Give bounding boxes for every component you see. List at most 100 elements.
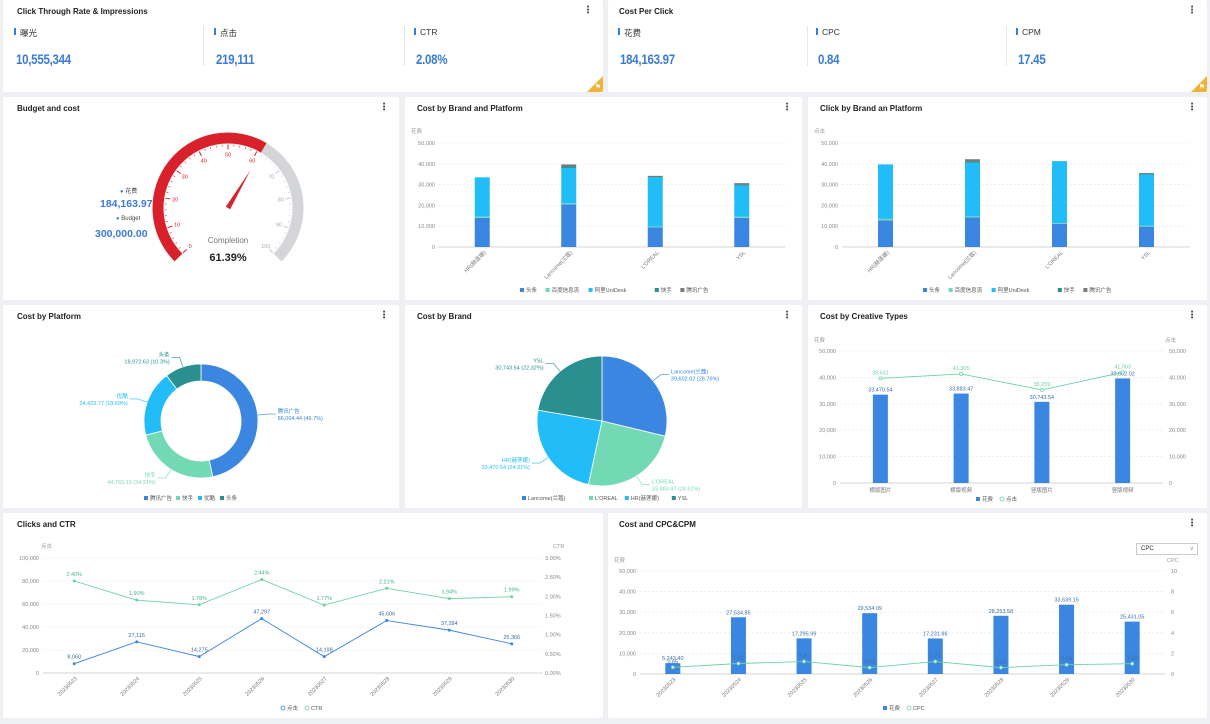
gauge-tick-label: 0 bbox=[189, 244, 192, 250]
line-value-label: 0.62 bbox=[864, 660, 875, 666]
ctr-value-label: 1.77% bbox=[316, 596, 332, 602]
ctr-value-label: 1.99% bbox=[504, 588, 520, 594]
pie-slice bbox=[145, 430, 214, 479]
y-tick-label: 40,000 bbox=[821, 162, 838, 168]
bar-value-label: 17,295.99 bbox=[792, 631, 816, 637]
slice-label: L'OREAL bbox=[652, 479, 675, 485]
y-tick-label: 60,000 bbox=[22, 602, 39, 608]
kpi-value: 219,111 bbox=[216, 52, 255, 67]
y-tick-label-right: 2.50% bbox=[545, 575, 561, 581]
x-tick-label: 20230527 bbox=[918, 677, 940, 699]
kpi-cpc: CPC 0.84 bbox=[816, 22, 996, 82]
legend-label: 优酷 bbox=[204, 494, 216, 502]
card-title: Clicks and CTR bbox=[17, 520, 76, 529]
legend-swatch bbox=[624, 496, 629, 500]
gauge-value: 61.39% bbox=[209, 252, 247, 264]
more-vertical-icon[interactable]: ⋮ bbox=[379, 102, 389, 113]
bar-segment bbox=[474, 216, 490, 218]
y-tick-label: 50,000 bbox=[418, 141, 435, 147]
line-value-label: 1.00 bbox=[1127, 656, 1138, 662]
line-value-label: 0.62 bbox=[996, 660, 1007, 666]
legend-label: 头条 bbox=[226, 494, 238, 502]
cost-cpc-cpm-card: Cost and CPC&CPM ⋮ 花费 CPC 0 10,000 20,000 30,… bbox=[608, 513, 1207, 718]
legend-label: 头条 bbox=[526, 286, 538, 294]
more-vertical-icon[interactable]: ⋮ bbox=[782, 310, 792, 321]
ctr-value-label: 2.21% bbox=[379, 579, 395, 585]
card-title: Cost by Creative Types bbox=[820, 312, 908, 321]
kpi-value: 184,163.97 bbox=[620, 52, 675, 67]
kpi-value: 10,555,344 bbox=[16, 52, 71, 67]
bar-segment bbox=[1139, 173, 1154, 175]
gauge-tick bbox=[188, 157, 191, 160]
y-tick-label: 100,000 bbox=[19, 556, 39, 562]
line-value-label: 35,259 bbox=[1033, 382, 1050, 388]
card-title: Click by Brand an Platform bbox=[820, 104, 923, 113]
more-vertical-icon[interactable]: ⋮ bbox=[1187, 518, 1197, 529]
bar bbox=[872, 394, 888, 483]
ctr-point bbox=[322, 603, 326, 607]
gauge-tick bbox=[204, 148, 206, 151]
corner-badge bbox=[587, 76, 603, 92]
line-point bbox=[1130, 661, 1135, 666]
x-tick-label: 20230523 bbox=[656, 677, 678, 699]
bar-segment bbox=[965, 217, 980, 247]
more-vertical-icon[interactable]: ⋮ bbox=[1187, 5, 1197, 16]
more-vertical-icon[interactable]: ⋮ bbox=[782, 102, 792, 113]
card-title: Cost and CPC&CPM bbox=[619, 520, 696, 529]
clicks-point bbox=[260, 617, 264, 621]
clicks-value-label: 27,115 bbox=[129, 633, 145, 639]
x-tick-label: 20230525 bbox=[787, 677, 809, 699]
bar-segment bbox=[1139, 226, 1154, 247]
gauge-tick bbox=[209, 146, 212, 150]
y-tick-label: 20,000 bbox=[418, 203, 435, 209]
budget-value: 300,000.00 bbox=[95, 228, 148, 240]
clicks-value-label: 45,606 bbox=[378, 612, 395, 618]
divider bbox=[807, 26, 808, 66]
y-tick-label: 40,000 bbox=[418, 162, 435, 168]
kpi-value: 17.45 bbox=[1018, 52, 1046, 67]
bar-segment bbox=[878, 218, 893, 221]
legend-swatch bbox=[304, 705, 310, 711]
bar-segment bbox=[1139, 174, 1154, 226]
y-tick-label: 0 bbox=[835, 245, 838, 251]
y-tick-label: 10,000 bbox=[418, 224, 435, 230]
gauge-tick bbox=[275, 170, 280, 175]
gauge-tick-label: 90 bbox=[276, 223, 282, 229]
more-vertical-icon[interactable]: ⋮ bbox=[379, 310, 389, 321]
legend-label: 花费 bbox=[982, 495, 994, 503]
slice-value: 44,763.13 (24.31%) bbox=[107, 480, 155, 486]
y-axis-label-right: CPC bbox=[1167, 558, 1179, 564]
more-vertical-icon[interactable]: ⋮ bbox=[1187, 102, 1197, 113]
slice-label: Lancome(兰蔻) bbox=[671, 368, 708, 376]
legend-label: HR(赫莲娜) bbox=[631, 494, 659, 502]
ctr-point bbox=[260, 577, 264, 581]
series-line bbox=[880, 371, 1123, 391]
x-tick-label: 20230524 bbox=[721, 677, 743, 699]
more-vertical-icon[interactable]: ⋮ bbox=[583, 5, 593, 16]
bar-segment bbox=[1052, 161, 1067, 224]
metric-select[interactable]: CPC ∨ bbox=[1136, 543, 1198, 555]
gauge-tick bbox=[281, 237, 284, 239]
bar-segment bbox=[561, 167, 577, 204]
pie-slice bbox=[143, 374, 178, 436]
y-tick-label-right: 0 bbox=[1169, 481, 1172, 487]
divider bbox=[203, 26, 204, 66]
clicks-value-label: 8,060 bbox=[67, 655, 81, 661]
leader-line bbox=[171, 357, 184, 368]
gauge-tick bbox=[184, 161, 187, 164]
y-tick-label: 40,000 bbox=[819, 375, 836, 381]
legend-swatch bbox=[280, 705, 286, 711]
bar-segment bbox=[647, 175, 663, 177]
kpi-label: CTR bbox=[414, 27, 437, 37]
y-tick-label: 30,000 bbox=[418, 183, 435, 189]
more-vertical-icon[interactable]: ⋮ bbox=[1187, 310, 1197, 321]
gauge-tick-label: 60 bbox=[249, 158, 255, 164]
bar bbox=[1034, 401, 1050, 483]
leader-line bbox=[636, 475, 650, 485]
bar-value-label: 33,470.54 bbox=[868, 388, 892, 394]
legend-label: 阿里UniDesk bbox=[998, 286, 1030, 294]
y-axis-label-left: 花费 bbox=[814, 336, 826, 344]
bar bbox=[953, 393, 969, 483]
bar-segment bbox=[1139, 225, 1154, 227]
gauge-tick bbox=[283, 180, 286, 183]
